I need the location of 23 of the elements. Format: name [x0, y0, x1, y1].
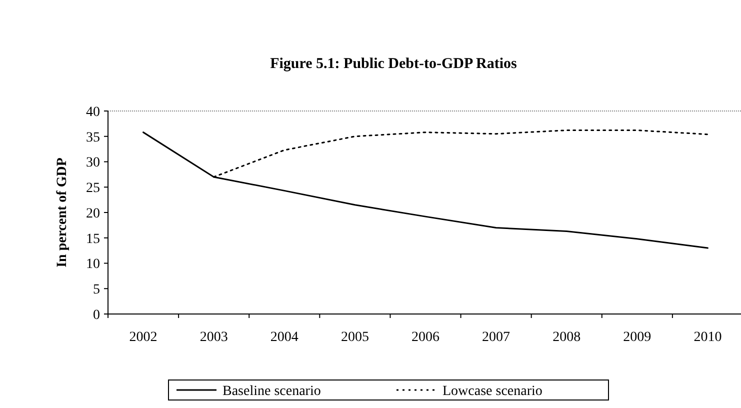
line-series: [142, 132, 708, 249]
legend-label: Lowcase scenario: [442, 384, 542, 399]
x-tick-label: 2002: [129, 330, 158, 345]
x-tick-label: 2010: [694, 330, 722, 345]
y-tick-label: 0: [93, 308, 100, 323]
legend-label: Baseline scenario: [222, 384, 321, 399]
y-tick-label: 10: [86, 257, 100, 272]
x-tick-label: 2009: [623, 330, 652, 345]
x-tick-label: 2008: [552, 330, 581, 345]
x-tick-label: 2003: [200, 330, 228, 345]
y-axis-title: In percent of GDP: [55, 157, 70, 268]
x-tick-label: 2004: [270, 330, 298, 345]
chart-title: Figure 5.1: Public Debt-to-GDP Ratios: [270, 56, 518, 72]
y-tick-label: 5: [93, 282, 100, 298]
x-tick-label: 2005: [340, 330, 369, 345]
x-tick-label: 2006: [412, 330, 440, 345]
y-tick-label: 30: [86, 156, 100, 171]
y-tick-label: 40: [86, 104, 100, 120]
y-tick-label: 20: [86, 206, 100, 222]
y-tick-label: 35: [86, 130, 100, 146]
y-tick-label: 15: [86, 232, 100, 247]
y-tick-label: 25: [86, 181, 100, 196]
x-tick-label: 2007: [482, 330, 510, 345]
